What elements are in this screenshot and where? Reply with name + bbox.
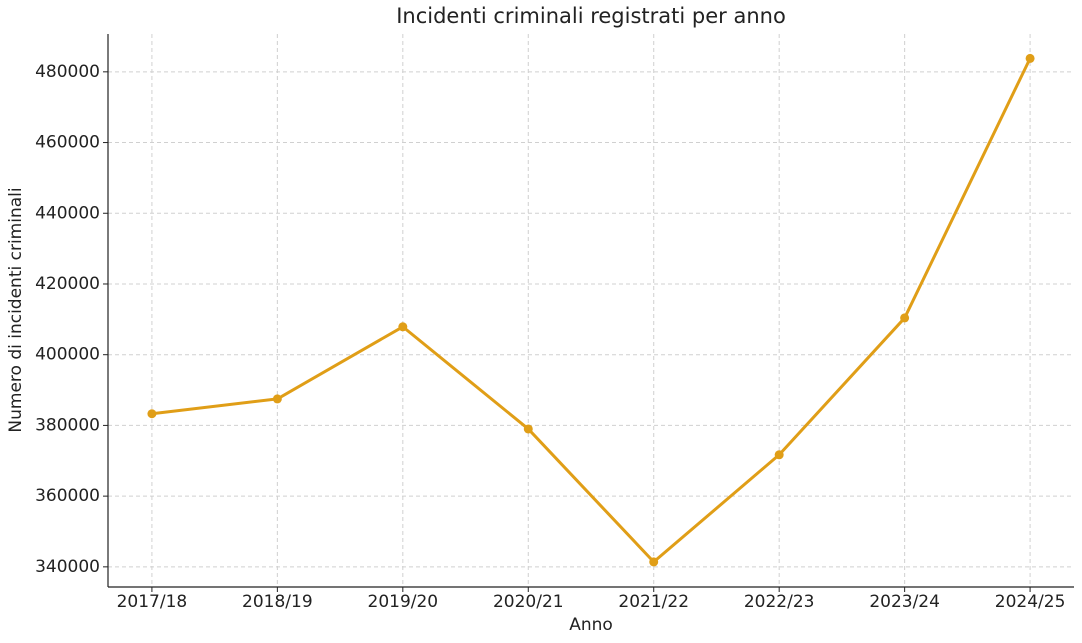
point	[649, 557, 659, 567]
line	[151, 57, 1032, 564]
x-tick-label: 2022/23	[744, 592, 815, 612]
point	[272, 394, 282, 404]
x-tick-label: 2024/25	[995, 592, 1066, 612]
point	[147, 409, 157, 419]
point	[398, 322, 408, 332]
x-tick-label: 2020/21	[493, 592, 564, 612]
point	[900, 313, 910, 323]
x-tick-label: 2019/20	[368, 592, 439, 612]
y-tick-label: 360000	[35, 486, 100, 506]
y-tick-label: 440000	[35, 203, 100, 223]
x-axis-label: Anno	[569, 615, 613, 635]
y-tick-label: 380000	[35, 415, 100, 435]
y-tick-label: 420000	[35, 274, 100, 294]
x-tick-label: 2023/24	[869, 592, 940, 612]
x-tick-label: 2018/19	[242, 592, 313, 612]
y-tick-label: 400000	[35, 345, 100, 365]
chart-title: Incidenti criminali registrati per anno	[396, 4, 786, 28]
x-tick-label: 2021/22	[618, 592, 689, 612]
y-tick-label: 460000	[35, 133, 100, 153]
point	[523, 424, 533, 434]
y-tick-label: 340000	[35, 557, 100, 577]
point	[1025, 53, 1035, 63]
y-tick-label: 480000	[35, 62, 100, 82]
y-axis-label: Numero di incidenti criminali	[6, 187, 26, 432]
point	[774, 450, 784, 460]
x-tick-label: 2017/18	[117, 592, 188, 612]
